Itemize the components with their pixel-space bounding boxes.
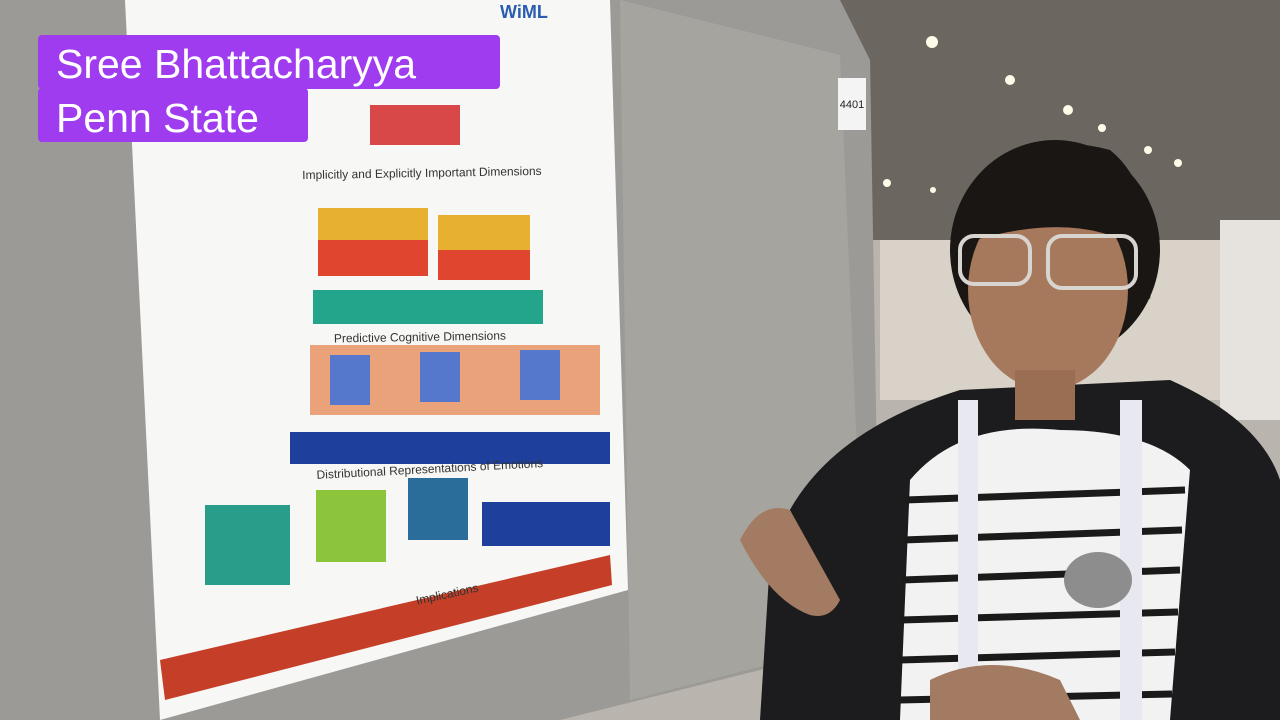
poster-figure	[160, 105, 612, 700]
presenter	[740, 140, 1280, 720]
caption-affiliation: Penn State	[56, 95, 259, 141]
far-board	[1220, 220, 1280, 420]
ceiling-lights	[883, 36, 1182, 193]
caption-name: Sree Bhattacharyya	[56, 41, 416, 87]
caption-box	[38, 88, 308, 142]
section-title: Predictive Cognitive Dimensions	[334, 329, 506, 346]
board-number-card	[838, 78, 866, 130]
section-title: Implicitly and Explicitly Important Dime…	[302, 164, 542, 182]
caption-box	[38, 35, 500, 89]
board-number: 4401	[840, 99, 864, 111]
poster-logo: WiML	[500, 2, 548, 22]
